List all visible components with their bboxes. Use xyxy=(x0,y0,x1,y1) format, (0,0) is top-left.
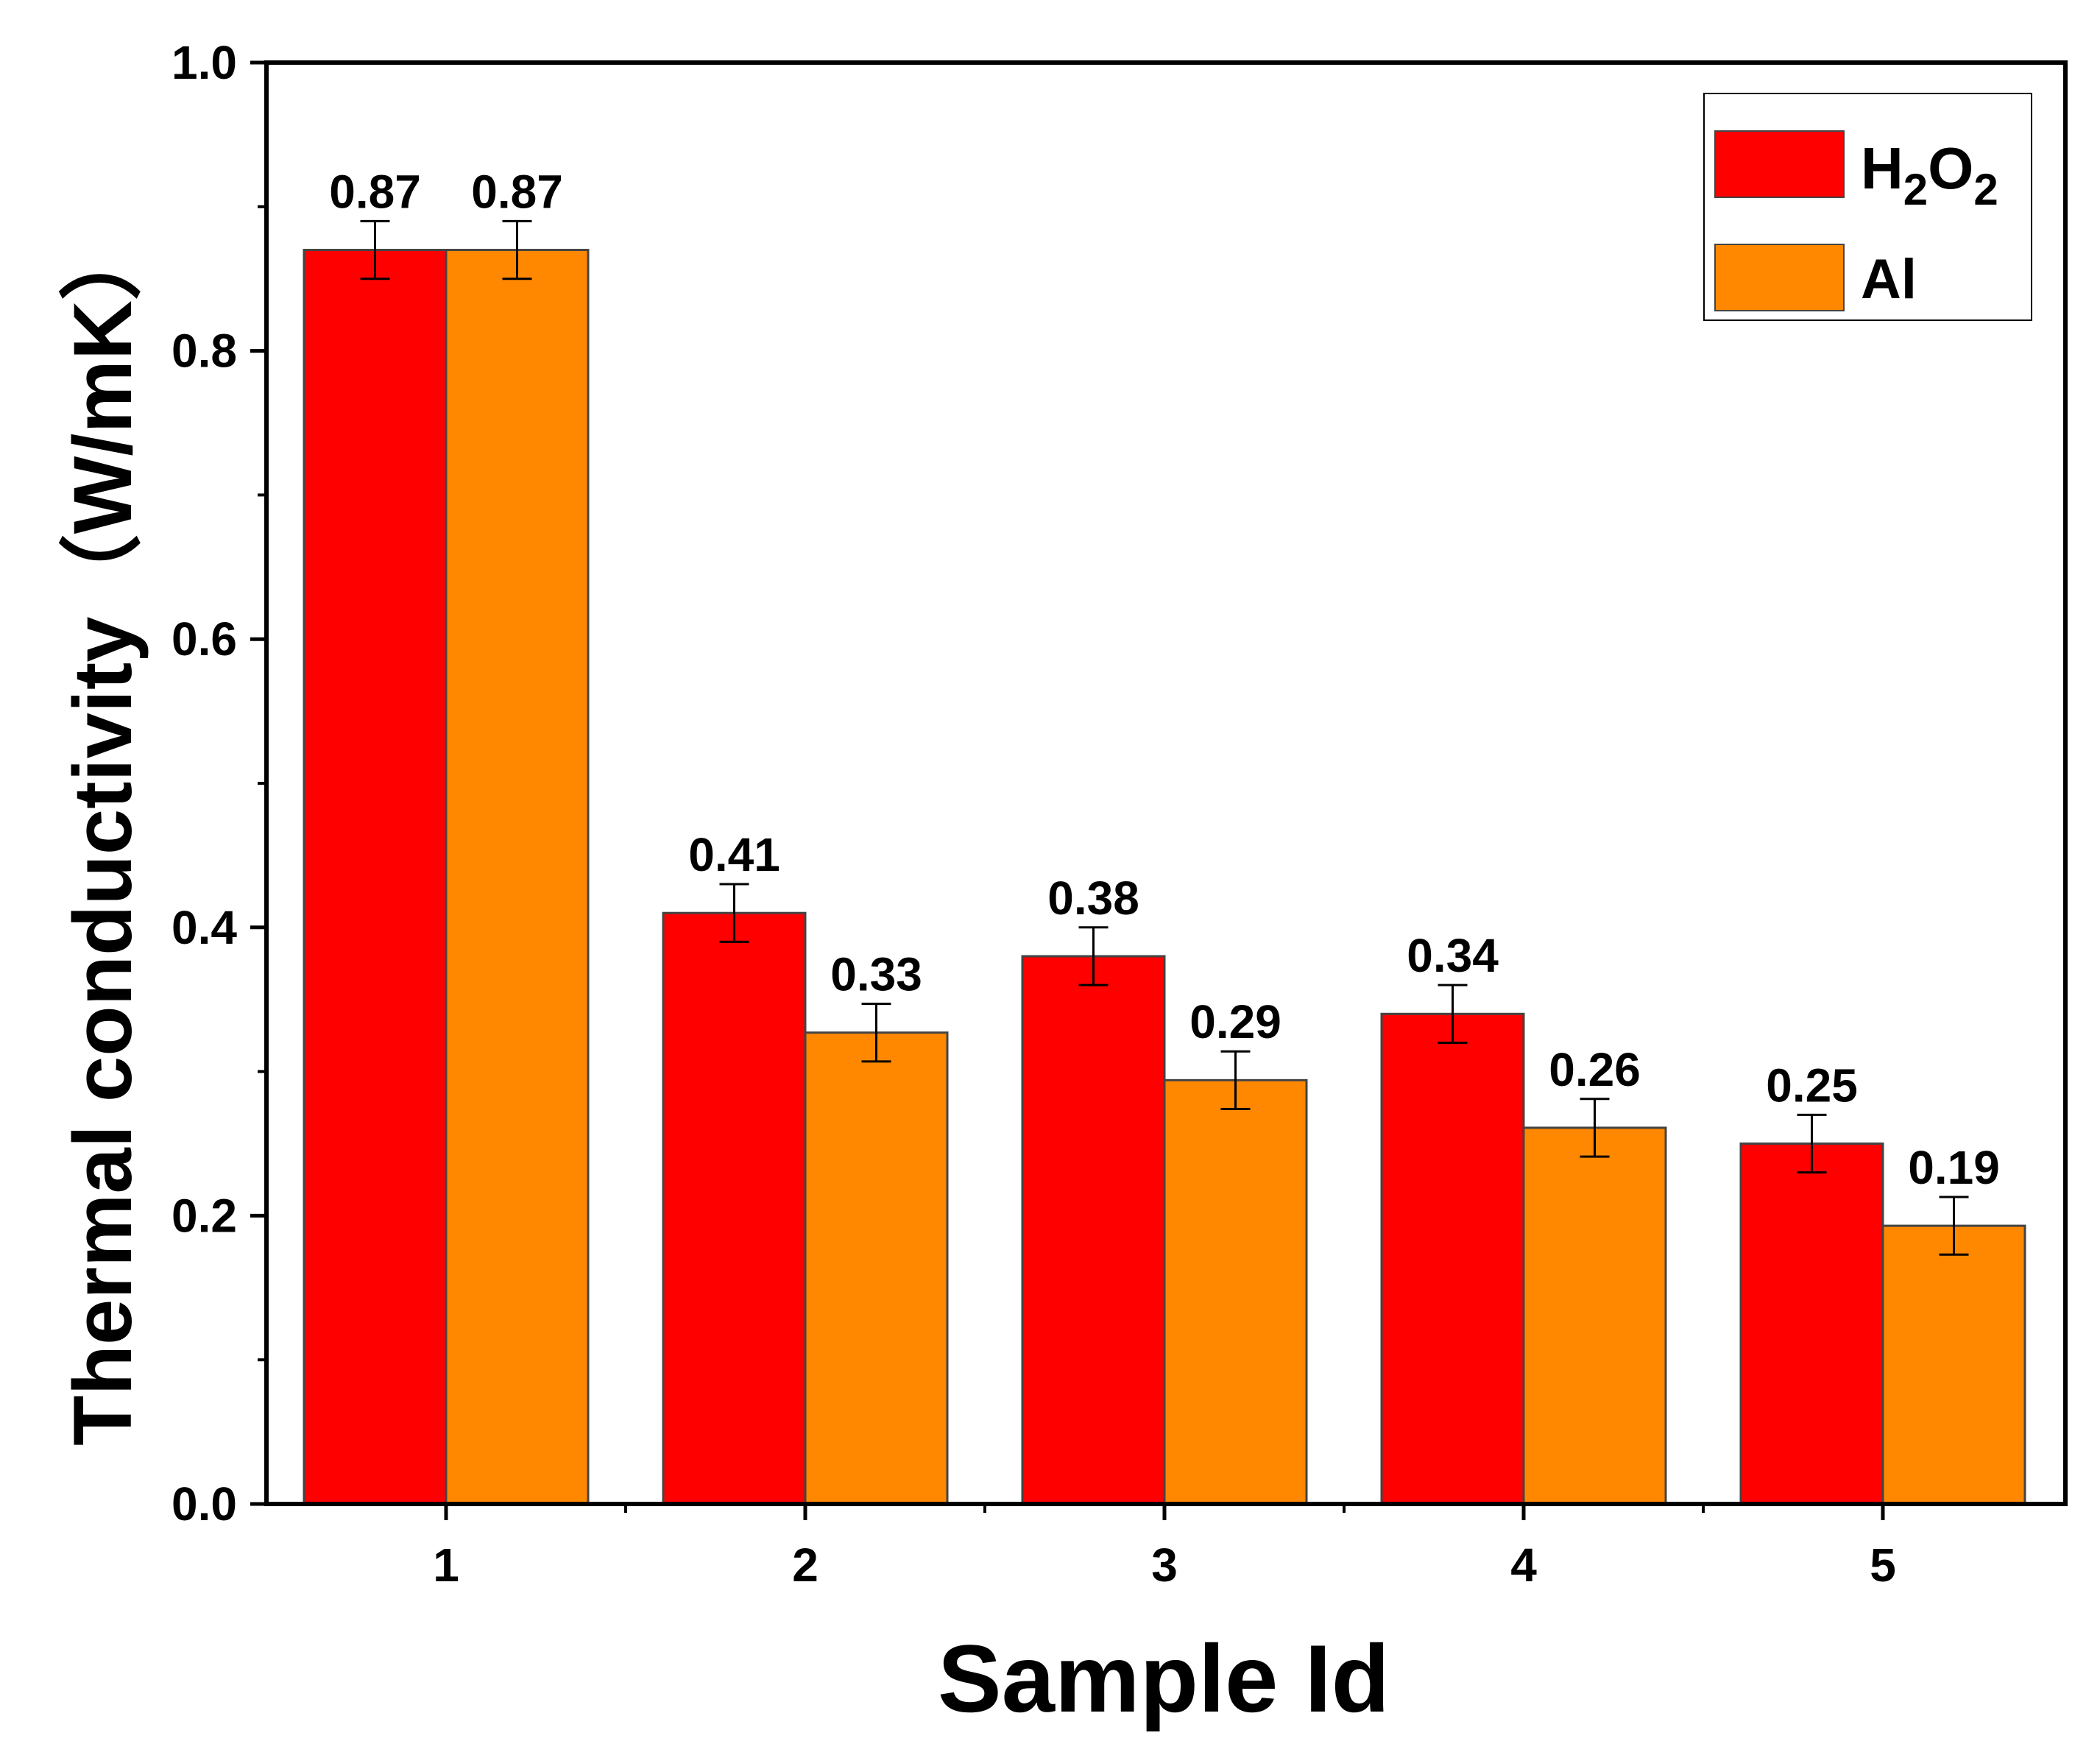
x-tick-label: 3 xyxy=(1151,1539,1178,1592)
value-label-al-5: 0.19 xyxy=(1908,1141,2000,1194)
legend-swatch-al xyxy=(1714,244,1845,311)
bar-al-2 xyxy=(804,1031,949,1505)
error-bar-h2o2-1 xyxy=(360,219,390,280)
value-label-al-3: 0.29 xyxy=(1189,995,1281,1048)
error-bar-h2o2-5 xyxy=(1797,1113,1827,1174)
value-label-h2o2-1: 0.87 xyxy=(329,165,421,218)
y-tick-label: 0.0 xyxy=(172,1477,237,1530)
error-bar-h2o2-4 xyxy=(1438,984,1468,1044)
error-bar-h2o2-3 xyxy=(1078,926,1109,986)
legend-h2o2-sub2: 2 xyxy=(1973,165,1998,214)
bar-h2o2-2 xyxy=(662,911,807,1505)
value-label-h2o2-3: 0.38 xyxy=(1047,872,1139,925)
y-axis-title: Thermal conductivity（W/mK） xyxy=(57,218,149,1446)
legend-label-h2o2: H2O2 xyxy=(1861,135,1998,214)
x-tick-label: 4 xyxy=(1510,1539,1537,1592)
legend-label-al: Al xyxy=(1861,248,1917,311)
bar-h2o2-3 xyxy=(1021,955,1166,1505)
value-labels-layer: 0.87 0.41 0.38 0.34 0.25 0.87 0.33 0.29 0.26 0.19 xyxy=(329,165,2000,1194)
error-bar-al-5 xyxy=(1939,1196,1969,1256)
error-bars-layer xyxy=(360,219,1969,1256)
bar-al-3 xyxy=(1163,1078,1308,1505)
bar-al-5 xyxy=(1881,1224,2026,1505)
y-tick-label: 0.8 xyxy=(172,325,237,378)
bar-h2o2-1 xyxy=(303,249,448,1505)
y-tick-label: 0.2 xyxy=(172,1189,237,1242)
x-tick-label: 1 xyxy=(433,1539,459,1592)
x-tick-label: 5 xyxy=(1870,1539,1896,1592)
error-bar-al-4 xyxy=(1580,1098,1610,1158)
bar-al-1 xyxy=(445,249,590,1505)
y-tick-label: 0.6 xyxy=(172,612,237,665)
error-bar-al-2 xyxy=(861,1003,891,1063)
error-bar-al-3 xyxy=(1220,1050,1251,1111)
value-label-h2o2-5: 0.25 xyxy=(1766,1059,1858,1112)
x-tick-label: 2 xyxy=(792,1539,819,1592)
x-axis-title: Sample Id xyxy=(938,1625,1390,1732)
error-bar-al-1 xyxy=(502,219,532,280)
legend: H2O2 Al xyxy=(1703,93,2032,321)
value-label-al-2: 0.33 xyxy=(830,948,922,1001)
bar-h2o2-4 xyxy=(1380,1012,1525,1505)
bars-layer xyxy=(303,249,2026,1505)
y-tick-label: 0.4 xyxy=(172,901,237,954)
legend-h2o2-sub1: 2 xyxy=(1903,165,1928,214)
value-label-al-4: 0.26 xyxy=(1549,1043,1641,1096)
bar-h2o2-5 xyxy=(1739,1143,1884,1505)
value-label-h2o2-2: 0.41 xyxy=(688,828,780,881)
legend-h2o2-main1: H xyxy=(1861,135,1903,201)
legend-swatch-h2o2 xyxy=(1714,130,1845,198)
error-bar-h2o2-2 xyxy=(719,883,749,943)
y-tick-label: 1.0 xyxy=(172,36,237,89)
bar-al-4 xyxy=(1522,1126,1667,1505)
value-label-al-1: 0.87 xyxy=(471,165,563,218)
ticks-layer: 0.0 0.2 0.4 0.6 0.8 1.0 1 2 3 4 5 xyxy=(172,36,1896,1592)
value-label-h2o2-4: 0.34 xyxy=(1407,929,1499,982)
legend-h2o2-main2: O xyxy=(1928,135,1973,201)
